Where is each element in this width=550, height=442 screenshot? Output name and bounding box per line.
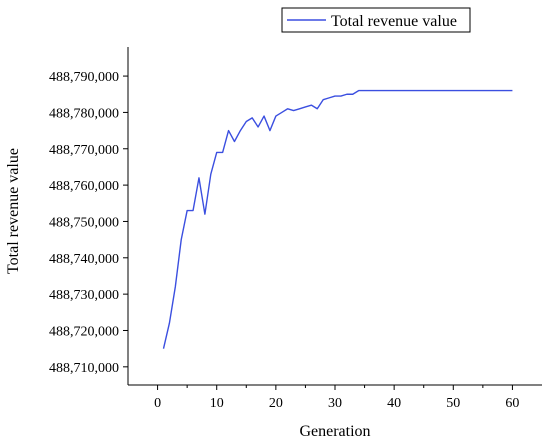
y-tick-label: 488,710,000: [49, 361, 119, 376]
y-tick-label: 488,750,000: [49, 215, 119, 230]
y-tick-label: 488,760,000: [49, 179, 119, 194]
y-tick-label: 488,790,000: [49, 70, 119, 85]
x-axis-ticks: 0 10 20 30 40 50 60: [154, 385, 519, 411]
x-tick-label: 60: [505, 396, 519, 411]
series-line: [162, 89, 513, 349]
y-tick-label: 488,740,000: [49, 252, 119, 267]
series-layer: [162, 89, 513, 349]
y-axis-ticks: 488,710,000 488,720,000 488,730,000 488,740…: [49, 70, 128, 376]
y-tick-label: 488,720,000: [49, 324, 119, 339]
y-axis-label: Total revenue value: [5, 148, 22, 274]
y-tick-label: 488,780,000: [49, 106, 119, 121]
x-tick-label: 20: [269, 396, 283, 411]
x-tick-label: 10: [210, 396, 224, 411]
axes: [127, 47, 542, 386]
x-tick-label: 40: [387, 396, 401, 411]
x-tick-label: 30: [328, 396, 342, 411]
x-tick-label: 0: [154, 396, 161, 411]
y-tick-label: 488,730,000: [49, 288, 119, 303]
x-tick-label: 50: [446, 396, 460, 411]
x-axis-label: Generation: [299, 423, 370, 440]
legend: Total revenue value: [281, 7, 471, 33]
legend-label: Total revenue value: [331, 13, 457, 30]
y-tick-label: 488,770,000: [49, 143, 119, 158]
